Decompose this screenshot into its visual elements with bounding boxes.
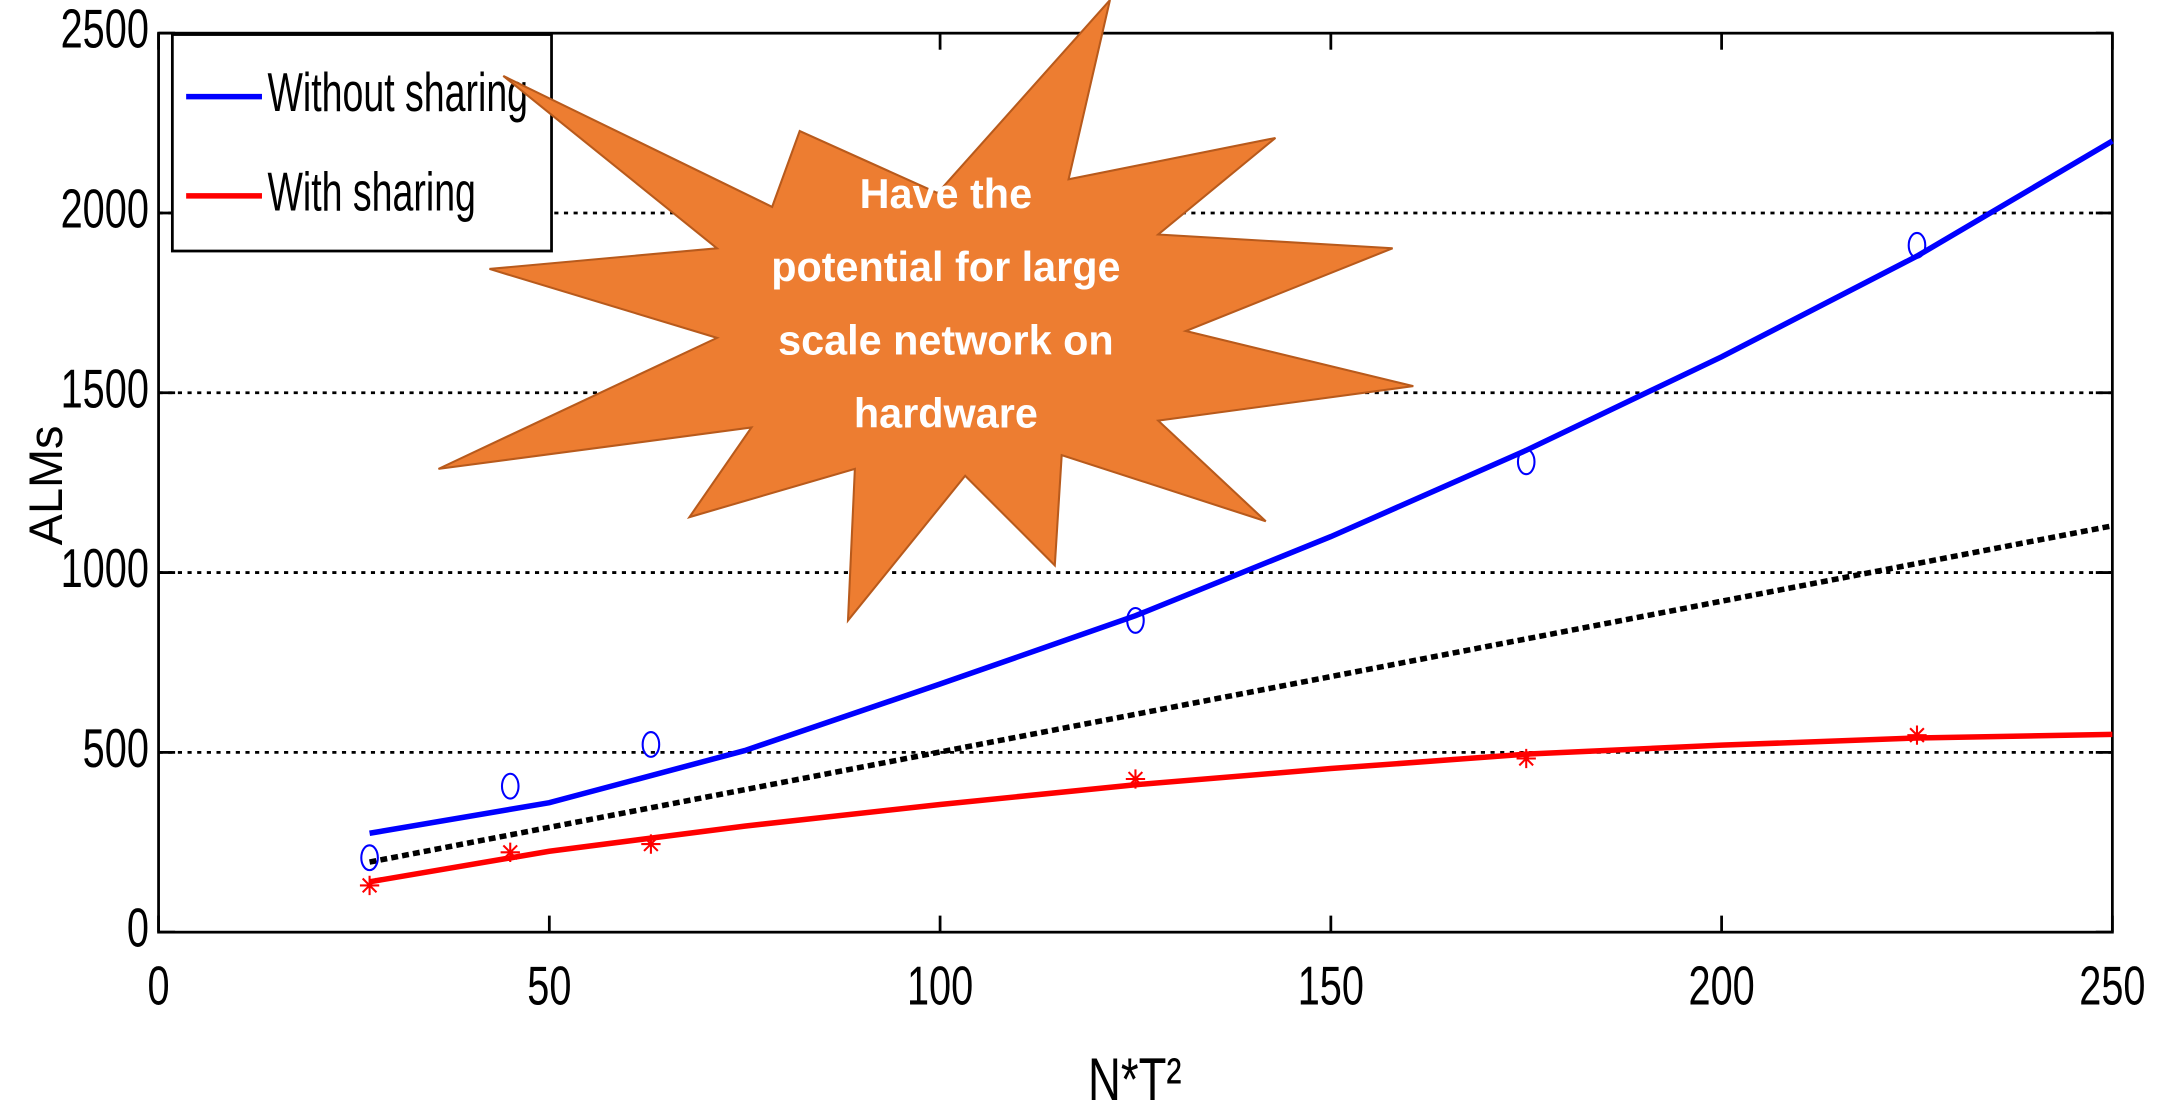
- legend-label: Without sharing: [267, 61, 528, 123]
- data-point: [1517, 749, 1536, 768]
- callout-text: hardware: [854, 390, 1038, 436]
- legend-label: With sharing: [267, 160, 475, 222]
- chart: ALMs N*T² Without sharing With sharing Ha…: [0, 0, 2162, 1117]
- y-tick-label: 2000: [61, 179, 149, 240]
- y-tick-label: 2500: [61, 0, 149, 60]
- y-tick-label: 1500: [61, 359, 149, 420]
- data-point: [641, 834, 660, 853]
- x-tick-label: 250: [2079, 956, 2145, 1017]
- x-tick-label: 100: [907, 956, 973, 1017]
- x-tick-label: 0: [148, 956, 170, 1017]
- y-tick-label: 0: [127, 899, 149, 960]
- y-axis-label: ALMs: [20, 426, 72, 546]
- data-point: [360, 876, 379, 895]
- x-axis-label: N*T²: [1088, 1046, 1181, 1114]
- data-point: [1907, 725, 1926, 744]
- y-tick-label: 500: [83, 719, 149, 780]
- x-tick-label: 150: [1298, 956, 1364, 1017]
- callout-text: Have the: [860, 171, 1032, 217]
- y-tick-label: 1000: [61, 539, 149, 600]
- x-tick-label: 200: [1688, 956, 1754, 1017]
- callout-text: potential for large: [771, 244, 1120, 290]
- legend: Without sharing With sharing: [172, 35, 551, 251]
- data-point: [501, 843, 520, 862]
- data-point: [1126, 769, 1145, 788]
- x-tick-label: 50: [527, 956, 571, 1017]
- callout-text: scale network on: [778, 317, 1114, 363]
